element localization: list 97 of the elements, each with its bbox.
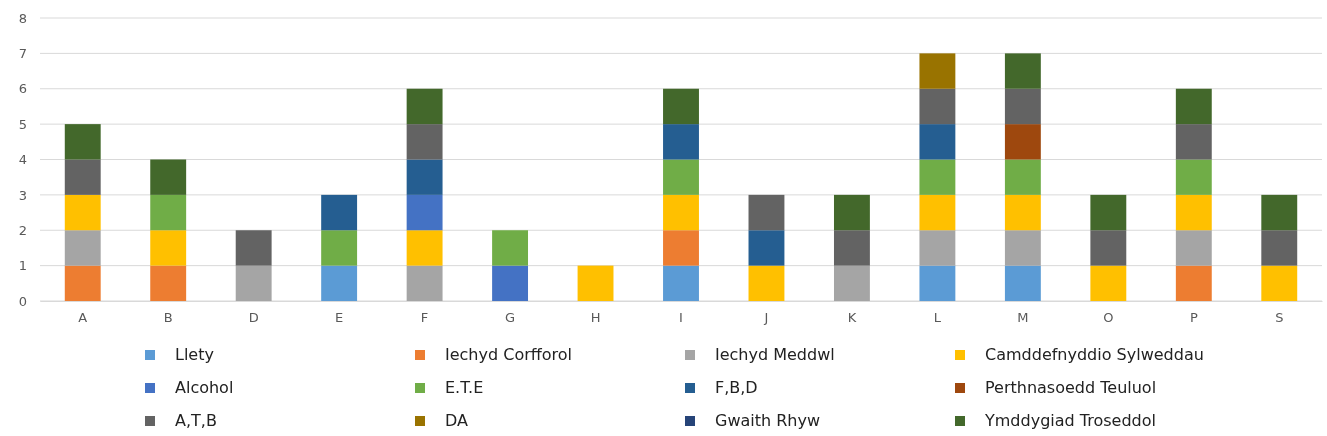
y-tick-label: 3 [18,187,27,203]
bar [919,88,956,125]
bar [235,265,272,301]
bar [663,194,699,231]
legend-label: A,T,B [175,411,217,430]
bar [1090,230,1127,266]
bar [663,124,699,160]
legend-label: Camddefnyddio Sylweddau [985,345,1204,364]
bar [406,88,443,125]
legend-label: E.T.E [445,378,484,397]
legend-label: Gwaith Rhyw [715,411,821,430]
bar [1261,230,1298,266]
bar [1261,194,1298,231]
bar [150,159,187,195]
bar [406,265,443,301]
x-tick-label: F [420,310,429,326]
bar [748,194,785,231]
bar [1004,159,1041,195]
legend-label: Alcohol [175,378,234,397]
bar [406,230,443,266]
x-tick-label: E [335,310,344,326]
bar [64,265,101,301]
x-tick-label: P [1189,310,1198,326]
bar [235,230,272,266]
bar [64,124,101,160]
bar [1004,194,1041,231]
bar [150,230,187,266]
bar [406,194,443,231]
x-tick-label: J [763,310,769,326]
y-tick-label: 1 [18,258,27,274]
y-tick-label: 8 [18,10,27,26]
x-tick-label: D [248,310,259,326]
legend-label: Iechyd Meddwl [715,345,835,364]
bar [406,159,443,195]
y-tick-label: 7 [18,46,27,62]
bar [1004,53,1041,89]
bar [321,265,358,301]
bar [919,265,956,301]
x-tick-label: K [847,310,857,326]
legend-label: Perthnasoedd Teuluol [985,378,1157,397]
bar [919,159,956,195]
bar [919,230,956,266]
bar [321,194,358,231]
bar [919,124,956,160]
x-tick-label: S [1275,310,1284,326]
bar [64,194,101,231]
bar [663,230,699,266]
bar [748,265,785,301]
bar [833,194,870,231]
bar [833,230,870,266]
bar [833,265,870,301]
bar [1175,194,1212,231]
x-tick-label: A [78,310,88,326]
bar [663,159,699,195]
bar [748,230,785,266]
bar [64,159,101,195]
y-tick-label: 5 [18,116,27,132]
bar [577,265,614,301]
legend-label: F,B,D [715,378,758,397]
bar [1004,124,1041,160]
x-tick-label: G [505,310,516,326]
bar [492,265,529,301]
y-tick-label: 0 [18,293,27,309]
x-tick-label: B [163,310,173,326]
x-tick-label: O [1103,310,1114,326]
bar [663,88,699,125]
bar [406,124,443,160]
x-tick-label: L [933,310,942,326]
x-tick-label: M [1017,310,1029,326]
bar [150,265,187,301]
x-tick-label: I [679,310,683,326]
bar [1261,265,1298,301]
bar [919,53,956,89]
bar [492,230,529,266]
y-tick-label: 2 [18,222,27,238]
bar [150,194,187,231]
legend-label: Iechyd Corfforol [445,345,573,364]
bar [321,230,358,266]
bar [1175,159,1212,195]
bar [1175,124,1212,160]
bar [1004,88,1041,125]
y-tick-label: 4 [18,152,27,168]
bar [1090,265,1127,301]
bar [1175,265,1212,301]
bar [1175,230,1212,266]
bar [1004,230,1041,266]
legend-label: DA [445,411,469,430]
y-tick-label: 6 [18,81,27,97]
bar [919,194,956,231]
legend-label: Ymddygiad Troseddol [984,411,1156,430]
bar [1175,88,1212,125]
bar [663,265,699,301]
bar [64,230,101,266]
bar [1090,194,1127,231]
x-tick-label: H [590,310,601,326]
legend-label: Llety [175,345,214,364]
bar [1004,265,1041,301]
